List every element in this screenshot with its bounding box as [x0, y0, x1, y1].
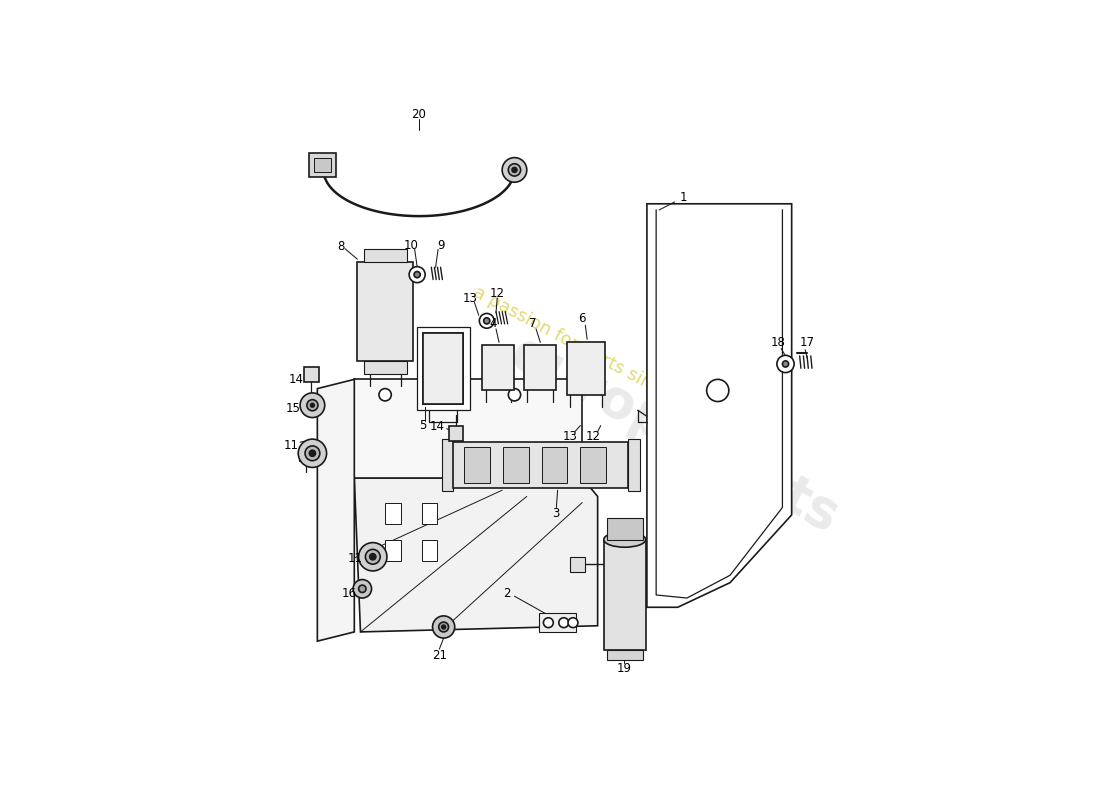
Text: 12: 12 — [586, 430, 601, 442]
Text: 5: 5 — [419, 419, 427, 432]
Bar — [581, 447, 606, 483]
Circle shape — [414, 271, 420, 278]
Bar — [503, 447, 529, 483]
Circle shape — [359, 585, 366, 593]
Circle shape — [305, 446, 320, 461]
Bar — [628, 439, 639, 491]
Circle shape — [508, 164, 520, 176]
Bar — [417, 327, 470, 410]
PathPatch shape — [647, 204, 792, 607]
Circle shape — [777, 355, 794, 373]
Bar — [422, 539, 438, 561]
Text: 14: 14 — [430, 420, 446, 433]
Circle shape — [568, 618, 578, 628]
Bar — [449, 426, 463, 441]
Bar — [424, 333, 463, 404]
Circle shape — [512, 167, 517, 172]
Bar — [363, 249, 407, 262]
Circle shape — [706, 379, 729, 402]
Circle shape — [559, 618, 569, 628]
Circle shape — [353, 579, 372, 598]
Bar — [570, 557, 585, 572]
PathPatch shape — [354, 379, 582, 478]
Text: 20: 20 — [411, 108, 427, 121]
PathPatch shape — [354, 478, 597, 632]
Bar — [424, 333, 463, 404]
Circle shape — [432, 616, 454, 638]
Ellipse shape — [604, 532, 646, 547]
Bar — [385, 539, 400, 561]
Circle shape — [365, 550, 381, 564]
Circle shape — [298, 439, 327, 467]
Bar — [607, 518, 642, 539]
Text: 10: 10 — [404, 238, 418, 251]
Text: 11: 11 — [284, 439, 299, 452]
Bar — [464, 447, 490, 483]
Text: 21: 21 — [432, 649, 447, 662]
Text: europeparts: europeparts — [502, 326, 848, 543]
Circle shape — [439, 622, 449, 632]
PathPatch shape — [317, 379, 354, 641]
Bar — [604, 539, 646, 650]
Bar — [524, 346, 556, 390]
Text: 4: 4 — [490, 318, 497, 330]
Text: 3: 3 — [552, 507, 560, 520]
Circle shape — [359, 542, 387, 571]
Circle shape — [309, 450, 316, 456]
Text: a passion for parts since 1985: a passion for parts since 1985 — [470, 282, 719, 426]
Circle shape — [480, 314, 494, 328]
Circle shape — [502, 158, 527, 182]
Circle shape — [782, 361, 789, 367]
Circle shape — [310, 403, 315, 407]
Bar — [541, 447, 568, 483]
Text: 12: 12 — [490, 286, 505, 300]
Text: 18: 18 — [771, 336, 785, 349]
Text: 2: 2 — [504, 587, 510, 600]
Bar — [422, 502, 438, 524]
Bar — [299, 446, 312, 461]
Text: 8: 8 — [337, 240, 344, 253]
Bar — [607, 650, 642, 660]
Circle shape — [442, 625, 446, 629]
Text: 16: 16 — [342, 587, 356, 600]
Bar — [314, 158, 331, 172]
Bar — [442, 439, 453, 491]
Circle shape — [378, 389, 392, 401]
Circle shape — [508, 389, 520, 401]
Text: 13: 13 — [463, 291, 477, 305]
Bar — [358, 262, 412, 361]
Text: 6: 6 — [579, 313, 586, 326]
Circle shape — [300, 393, 324, 418]
Circle shape — [409, 266, 425, 282]
Circle shape — [307, 400, 318, 410]
Bar — [453, 442, 628, 488]
Text: 14: 14 — [288, 373, 304, 386]
Text: 7: 7 — [529, 318, 537, 330]
Circle shape — [543, 618, 553, 628]
Circle shape — [370, 554, 376, 560]
Text: 1: 1 — [680, 191, 688, 204]
Bar — [566, 342, 605, 394]
Text: 9: 9 — [437, 238, 444, 251]
Circle shape — [484, 318, 490, 324]
Bar — [309, 153, 336, 178]
Text: 19: 19 — [617, 662, 631, 675]
Bar — [483, 346, 515, 390]
Text: 17: 17 — [800, 336, 815, 349]
Bar — [304, 367, 319, 382]
Text: 11: 11 — [348, 551, 363, 565]
Bar — [385, 502, 400, 524]
Bar — [539, 614, 576, 632]
Text: 13: 13 — [562, 430, 578, 442]
Text: 15: 15 — [285, 402, 300, 415]
Circle shape — [447, 389, 459, 401]
Bar — [363, 361, 407, 374]
